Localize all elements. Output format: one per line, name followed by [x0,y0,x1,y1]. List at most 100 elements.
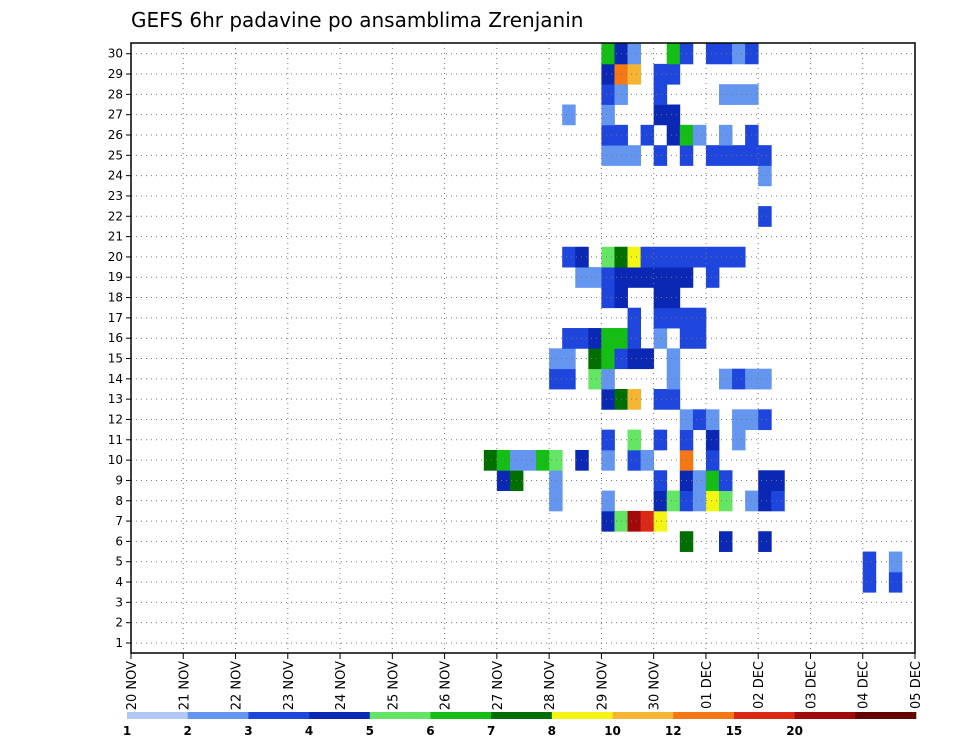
heatmap-cell [732,409,746,431]
heatmap-cell [640,510,655,532]
heatmap-cell [692,328,707,349]
heatmap-cell [771,490,785,512]
heatmap-cell [562,104,576,126]
heatmap-cell [666,246,681,268]
legend-swatch [612,712,674,719]
heatmap-cell [653,389,668,410]
legend-label: 10 [604,724,621,738]
heatmap-cell [640,267,655,288]
legend-label: 6 [426,724,434,738]
x-tick-label: 20 NOV [125,661,140,710]
y-tick-label: 6 [115,534,123,548]
heatmap-cell [732,43,746,65]
heatmap-cell [523,449,537,471]
legend-label: 1 [123,724,131,738]
y-tick-label: 22 [108,209,123,223]
x-tick-label: 27 NOV [491,661,506,710]
legend-label: 7 [487,724,495,738]
heatmap-cell [588,328,602,349]
heatmap-cell [549,368,563,390]
y-tick-label: 17 [108,311,123,325]
x-tick-label: 03 DEC [804,661,819,709]
x-tick-label: 25 NOV [386,661,401,710]
heatmap-cell [588,368,602,390]
x-tick-label: 22 NOV [230,661,245,710]
heatmap-cell [653,145,668,166]
heatmap-cell [719,490,733,512]
heatmap-cell [666,267,681,288]
grid-lines [131,43,915,653]
legend-label: 12 [665,724,682,738]
heatmap-cell [601,389,615,410]
legend-swatch [309,712,371,719]
heatmap-cell [666,63,681,85]
heatmap-cell [692,490,707,512]
heatmap-cell [627,145,641,166]
y-tick-label: 4 [115,575,123,589]
heatmap-cell [627,63,641,85]
y-tick-label: 28 [108,87,123,101]
y-tick-label: 7 [115,514,123,528]
heatmap-cell [653,84,668,105]
heatmap-cell [666,104,681,126]
y-tick-label: 19 [108,270,123,284]
heatmap-cell [549,490,563,512]
heatmap-cell [575,267,589,288]
y-tick-label: 16 [108,331,123,345]
y-tick-label: 3 [115,595,123,609]
heatmap-cell [653,307,668,329]
y-tick-label: 25 [108,148,123,162]
heatmap-cell [496,449,511,471]
heatmap-cell [627,348,641,370]
heatmap-cell [640,124,655,146]
heatmap-cell [692,124,707,146]
heatmap-cell [719,43,733,65]
heatmap-cell [653,429,668,451]
y-tick-label: 29 [108,67,123,81]
heatmap-cell [562,246,576,268]
heatmap-cell [575,449,589,471]
heatmap-cells [483,43,903,593]
heatmap-cell [562,348,576,370]
heatmap-cell [549,449,563,471]
heatmap-cell [588,267,602,288]
heatmap-cell [575,328,589,349]
x-tick-label: 29 NOV [595,661,610,710]
heatmap-cell [705,470,720,491]
heatmap-cell [705,449,720,471]
heatmap-cell [496,470,511,491]
heatmap-cell [732,368,746,390]
heatmap-cell [549,348,563,370]
legend-swatch [551,712,613,719]
legend-label: 15 [726,724,743,738]
heatmap-cell [666,368,681,390]
heatmap-cell [653,104,668,126]
heatmap-cell [601,84,615,105]
x-tick-label: 23 NOV [282,661,297,710]
heatmap-cell [719,470,733,491]
y-tick-label: 1 [115,636,123,650]
x-tick-label: 30 NOV [648,661,663,710]
heatmap-cell [562,368,576,390]
heatmap-cell [627,246,641,268]
legend-swatch [491,712,553,719]
heatmap-cell [653,267,668,288]
legend-swatch [127,712,188,719]
legend-swatch [369,712,431,719]
heatmap-cell [601,348,615,370]
chart-title: GEFS 6hr padavine po ansamblima Zrenjani… [131,8,583,32]
y-tick-label: 30 [108,47,123,61]
y-tick-label: 20 [108,250,123,264]
heatmap-cell [601,368,615,390]
heatmap-cell [758,470,772,491]
heatmap-cell [705,409,720,431]
heatmap-cell [705,490,720,512]
heatmap-cell [627,429,641,451]
legend-label: 8 [548,724,556,738]
legend-swatch [794,712,856,719]
heatmap-cell [653,246,668,268]
heatmap-cell [627,389,641,410]
legend-label: 3 [244,724,252,738]
legend-label: 20 [786,724,803,738]
